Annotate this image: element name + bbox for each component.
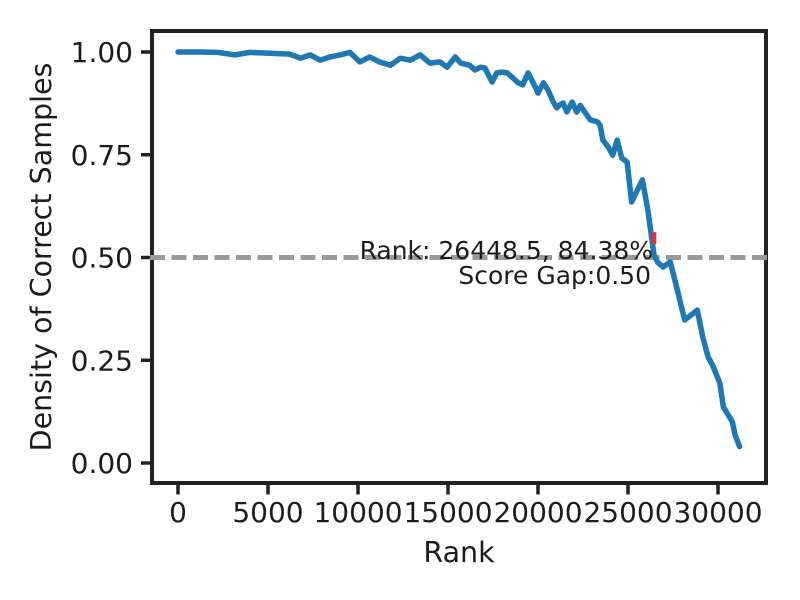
density-curve <box>175 49 743 450</box>
x-tick-label: 30000 <box>673 496 762 529</box>
y-tick-label: 0.00 <box>71 447 133 480</box>
axis-ticks <box>141 50 720 495</box>
x-tick-label: 15000 <box>403 496 492 529</box>
y-tick-label: 1.00 <box>71 36 133 69</box>
y-tick-label: 0.75 <box>71 139 133 172</box>
x-tick-label: 5000 <box>232 496 303 529</box>
x-tick-label: 10000 <box>313 496 402 529</box>
y-tick-label: 0.25 <box>71 344 133 377</box>
axis-tick-labels: 0 5000 10000 15000 20000 25000 30000 0.00 0.25 0.… <box>71 36 763 529</box>
x-tick-label: 25000 <box>583 496 672 529</box>
annotation-rank-text: Rank: 26448.5, 84.38% <box>360 236 653 265</box>
annotation-score-gap-text: Score Gap:0.50 <box>458 261 651 290</box>
x-tick-label: 0 <box>169 496 187 529</box>
x-tick-label: 20000 <box>493 496 582 529</box>
y-axis-label: Density of Correct Samples <box>25 63 58 452</box>
x-axis-label: Rank <box>423 536 495 569</box>
y-tick-label: 0.50 <box>71 242 133 275</box>
